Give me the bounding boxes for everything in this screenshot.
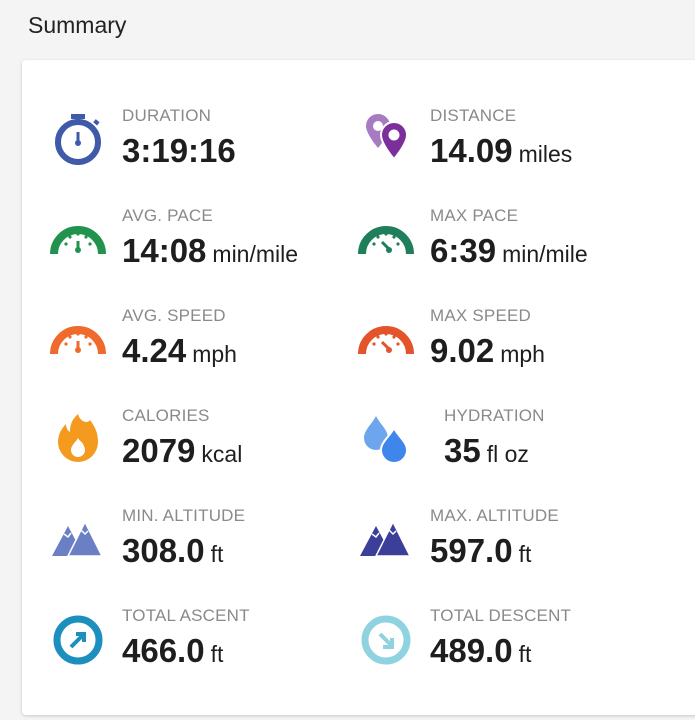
stat-total-descent: TOTAL DESCENT 489.0 ft bbox=[358, 606, 678, 696]
stat-calories: CALORIES 2079 kcal bbox=[50, 406, 370, 496]
gauge-icon bbox=[50, 226, 106, 255]
stat-max-altitude: MAX. ALTITUDE 597.0 ft bbox=[358, 506, 678, 596]
stat-unit: kcal bbox=[201, 441, 243, 467]
section-title: Summary bbox=[28, 12, 127, 38]
stat-label: AVG. SPEED bbox=[122, 306, 226, 325]
stat-value: 4.24 bbox=[122, 332, 187, 369]
gauge-icon bbox=[50, 326, 106, 355]
stat-value: 6:39 bbox=[430, 232, 497, 269]
stat-hydration: HYDRATION 35 fl oz bbox=[358, 406, 678, 496]
stat-avg-pace: AVG. PACE 14:08 min/mile bbox=[50, 206, 370, 296]
ascent-arrow-icon bbox=[53, 615, 103, 665]
water-drops-icon bbox=[364, 416, 409, 464]
stat-value: 308.0 bbox=[122, 532, 205, 569]
stat-value: 3:19:16 bbox=[122, 132, 236, 169]
stat-total-ascent: TOTAL ASCENT 466.0 ft bbox=[50, 606, 370, 696]
stat-unit: min/mile bbox=[212, 241, 299, 267]
stat-unit: mph bbox=[192, 341, 237, 367]
stat-unit: ft bbox=[518, 641, 532, 667]
stat-value: 2079 bbox=[122, 432, 196, 469]
stat-value: 489.0 bbox=[430, 632, 513, 669]
stat-distance: DISTANCE 14.09 miles bbox=[358, 106, 678, 196]
stat-label: TOTAL ASCENT bbox=[122, 606, 250, 625]
stat-unit: mph bbox=[500, 341, 545, 367]
stat-unit: ft bbox=[518, 541, 532, 567]
stat-label: AVG. PACE bbox=[122, 206, 213, 225]
stat-label: DURATION bbox=[122, 106, 212, 125]
stat-value: 14.09 bbox=[430, 132, 513, 169]
gauge-icon bbox=[358, 326, 414, 355]
stat-value: 35 bbox=[444, 432, 481, 469]
stat-value: 9.02 bbox=[430, 332, 495, 369]
stat-unit: min/mile bbox=[502, 241, 588, 267]
stat-max-pace: MAX PACE 6:39 min/mile bbox=[358, 206, 678, 296]
stat-value: 466.0 bbox=[122, 632, 205, 669]
stat-max-speed: MAX SPEED 9.02 mph bbox=[358, 306, 678, 396]
stopwatch-icon bbox=[55, 114, 101, 165]
stat-label: CALORIES bbox=[122, 406, 210, 425]
stat-label: MAX PACE bbox=[430, 206, 519, 225]
stat-avg-speed: AVG. SPEED 4.24 mph bbox=[50, 306, 370, 396]
stat-label: MAX SPEED bbox=[430, 306, 531, 325]
stat-label: MAX. ALTITUDE bbox=[430, 506, 559, 525]
stat-value: 597.0 bbox=[430, 532, 513, 569]
descent-arrow-icon bbox=[361, 615, 411, 665]
summary-card: DURATION 3:19:16 DISTANCE 14.09 miles AVG… bbox=[22, 60, 695, 715]
stat-label: TOTAL DESCENT bbox=[430, 606, 572, 625]
stat-duration: DURATION 3:19:16 bbox=[50, 106, 370, 196]
stat-unit: ft bbox=[210, 541, 224, 567]
stat-label: MIN. ALTITUDE bbox=[122, 506, 246, 525]
stat-label: HYDRATION bbox=[444, 406, 545, 425]
gauge-icon bbox=[358, 226, 414, 255]
mountains-icon bbox=[360, 520, 412, 557]
location-pins-icon bbox=[366, 114, 409, 161]
flame-icon bbox=[58, 414, 98, 462]
stat-unit: ft bbox=[210, 641, 224, 667]
stat-unit: fl oz bbox=[486, 441, 529, 467]
stat-value: 14:08 bbox=[122, 232, 207, 269]
stat-min-altitude: MIN. ALTITUDE 308.0 ft bbox=[50, 506, 370, 596]
mountains-icon bbox=[52, 520, 104, 557]
stat-label: DISTANCE bbox=[430, 106, 517, 125]
stat-unit: miles bbox=[518, 141, 573, 167]
